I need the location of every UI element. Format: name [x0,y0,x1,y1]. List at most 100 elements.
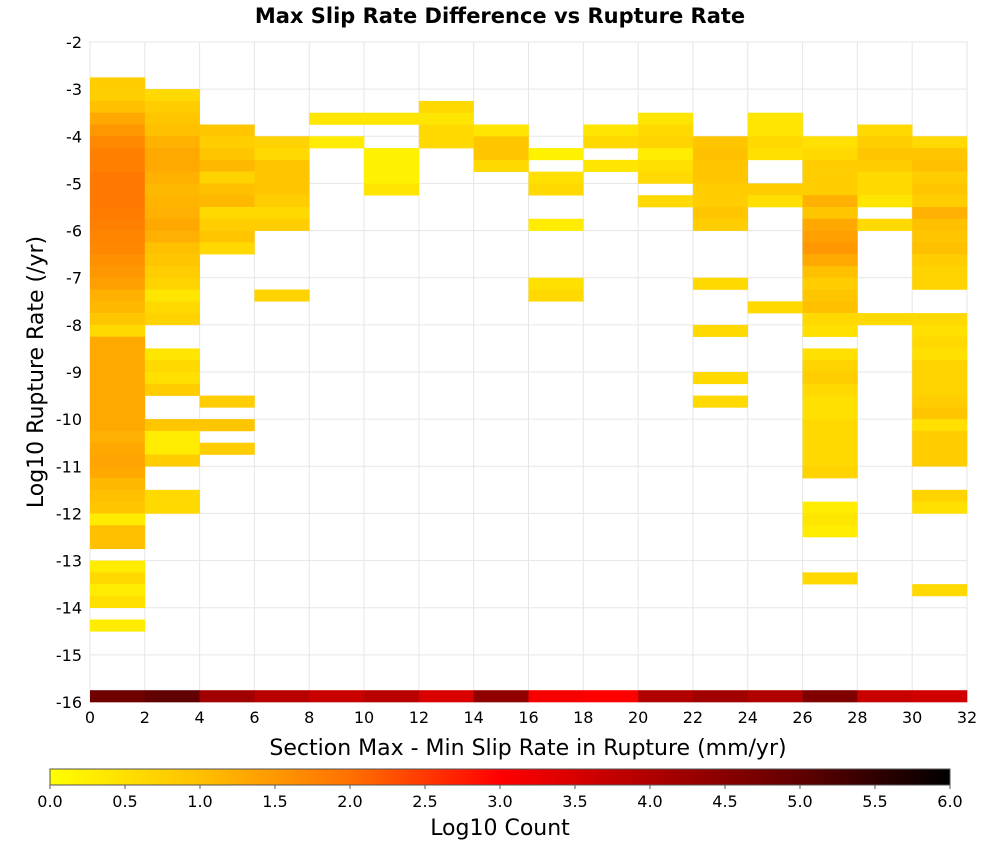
heatmap-cell [747,301,803,314]
heatmap-cell [144,183,200,196]
heatmap-cell [90,148,146,161]
heatmap-cell [912,254,968,267]
heatmap-cell [747,183,803,196]
heatmap-cell [692,277,749,290]
heatmap-cell [802,395,858,408]
heatmap-cell [802,419,858,432]
heatmap-cell [90,572,146,585]
heatmap-cell [802,301,858,314]
heatmap-cell [90,112,146,125]
heatmap-cell [199,171,255,184]
heatmap-cell [144,265,200,279]
heatmap-cell [802,324,858,337]
heatmap-cell [254,171,310,184]
heatmap-cell [90,513,146,526]
colorbar-tick-label: 4.0 [637,792,662,811]
heatmap-cell [857,690,913,703]
x-tick-label: 6 [249,708,259,727]
heatmap-cell [802,466,858,479]
heatmap-cell [199,419,255,432]
heatmap-cell [90,419,146,432]
heatmap-cell [90,560,146,573]
heatmap-cell [199,183,255,196]
heatmap-cell [912,454,968,467]
y-tick-label: -6 [66,222,82,241]
heatmap-cell [90,100,146,114]
heatmap-cell [692,207,749,220]
heatmap-cell [144,148,200,161]
x-tick-label: 30 [902,708,922,727]
heatmap-cell [912,277,968,290]
heatmap-cell [144,159,200,172]
y-tick-label: -12 [56,504,82,523]
heatmap-cell [912,430,968,444]
x-tick-label: 28 [847,708,867,727]
heatmap-cell [144,501,200,514]
heatmap-cell [638,136,694,149]
heatmap-cell [90,501,146,514]
heatmap-cell [90,690,146,703]
heatmap-cell [254,218,310,231]
x-tick-label: 26 [792,708,812,727]
heatmap-cell [364,171,420,184]
heatmap-cell [802,572,858,585]
heatmap-cell [254,183,310,196]
heatmap-cell [90,619,146,632]
heatmap-cell [802,195,858,208]
heatmap-cell [638,690,694,703]
y-tick-label: -13 [56,552,82,571]
heatmap-cell [144,195,200,208]
heatmap-cell [857,124,913,137]
colorbar-tick-label: 3.0 [487,792,512,811]
heatmap-cell [583,690,639,703]
heatmap-cell [692,171,749,184]
heatmap-cell [802,372,858,385]
heatmap-cell [144,218,200,231]
heatmap-cell [802,501,858,514]
colorbar-tick-label: 1.0 [187,792,212,811]
heatmap-cell [199,395,255,408]
heatmap-cell [638,171,694,184]
y-tick-label: -3 [66,80,82,99]
heatmap-cell [802,313,858,326]
colorbar-tick-label: 2.5 [412,792,437,811]
y-tick-label: -14 [56,599,82,618]
heatmap-cell [747,690,803,703]
y-tick-label: -5 [66,174,82,193]
heatmap-cell [90,218,146,231]
heatmap-cell [912,442,968,455]
colorbar-tick-label: 4.5 [712,792,737,811]
heatmap-cell [802,513,858,526]
heatmap-cell [144,301,200,314]
heatmap-cell [199,124,255,137]
heatmap-cell [144,383,200,396]
heatmap-cell [692,218,749,231]
x-axis-ticks: 0 2 4 6 8 10 12 14 16 18 20 22 24 26 28 30 32 [85,708,977,727]
heatmap-cell [473,690,529,703]
heatmap-cell [254,207,310,220]
heatmap-cell [90,489,146,502]
heatmap-cell [528,183,584,196]
heatmap-cell [144,430,200,444]
heatmap-cell [199,136,255,149]
heatmap-cell [692,395,749,408]
x-tick-label: 12 [409,708,429,727]
y-tick-label: -7 [66,269,82,288]
heatmap-cell [857,136,913,149]
heatmap-cell [364,148,420,161]
heatmap-cell [418,136,474,149]
heatmap-cell [90,395,146,408]
heatmap-cell [802,348,858,361]
heatmap-cell [912,313,968,326]
heatmap-cell [912,148,968,161]
heatmap-cell [144,277,200,290]
heatmap-cell [364,159,420,172]
heatmap-cell [528,277,584,290]
heatmap-cell [747,136,803,149]
heatmap-cell [144,442,200,455]
heatmap-cell [199,148,255,161]
heatmap-cell [473,159,529,172]
heatmap-cell [912,501,968,514]
heatmap-cell [912,207,968,220]
heatmap-cell [912,242,968,255]
